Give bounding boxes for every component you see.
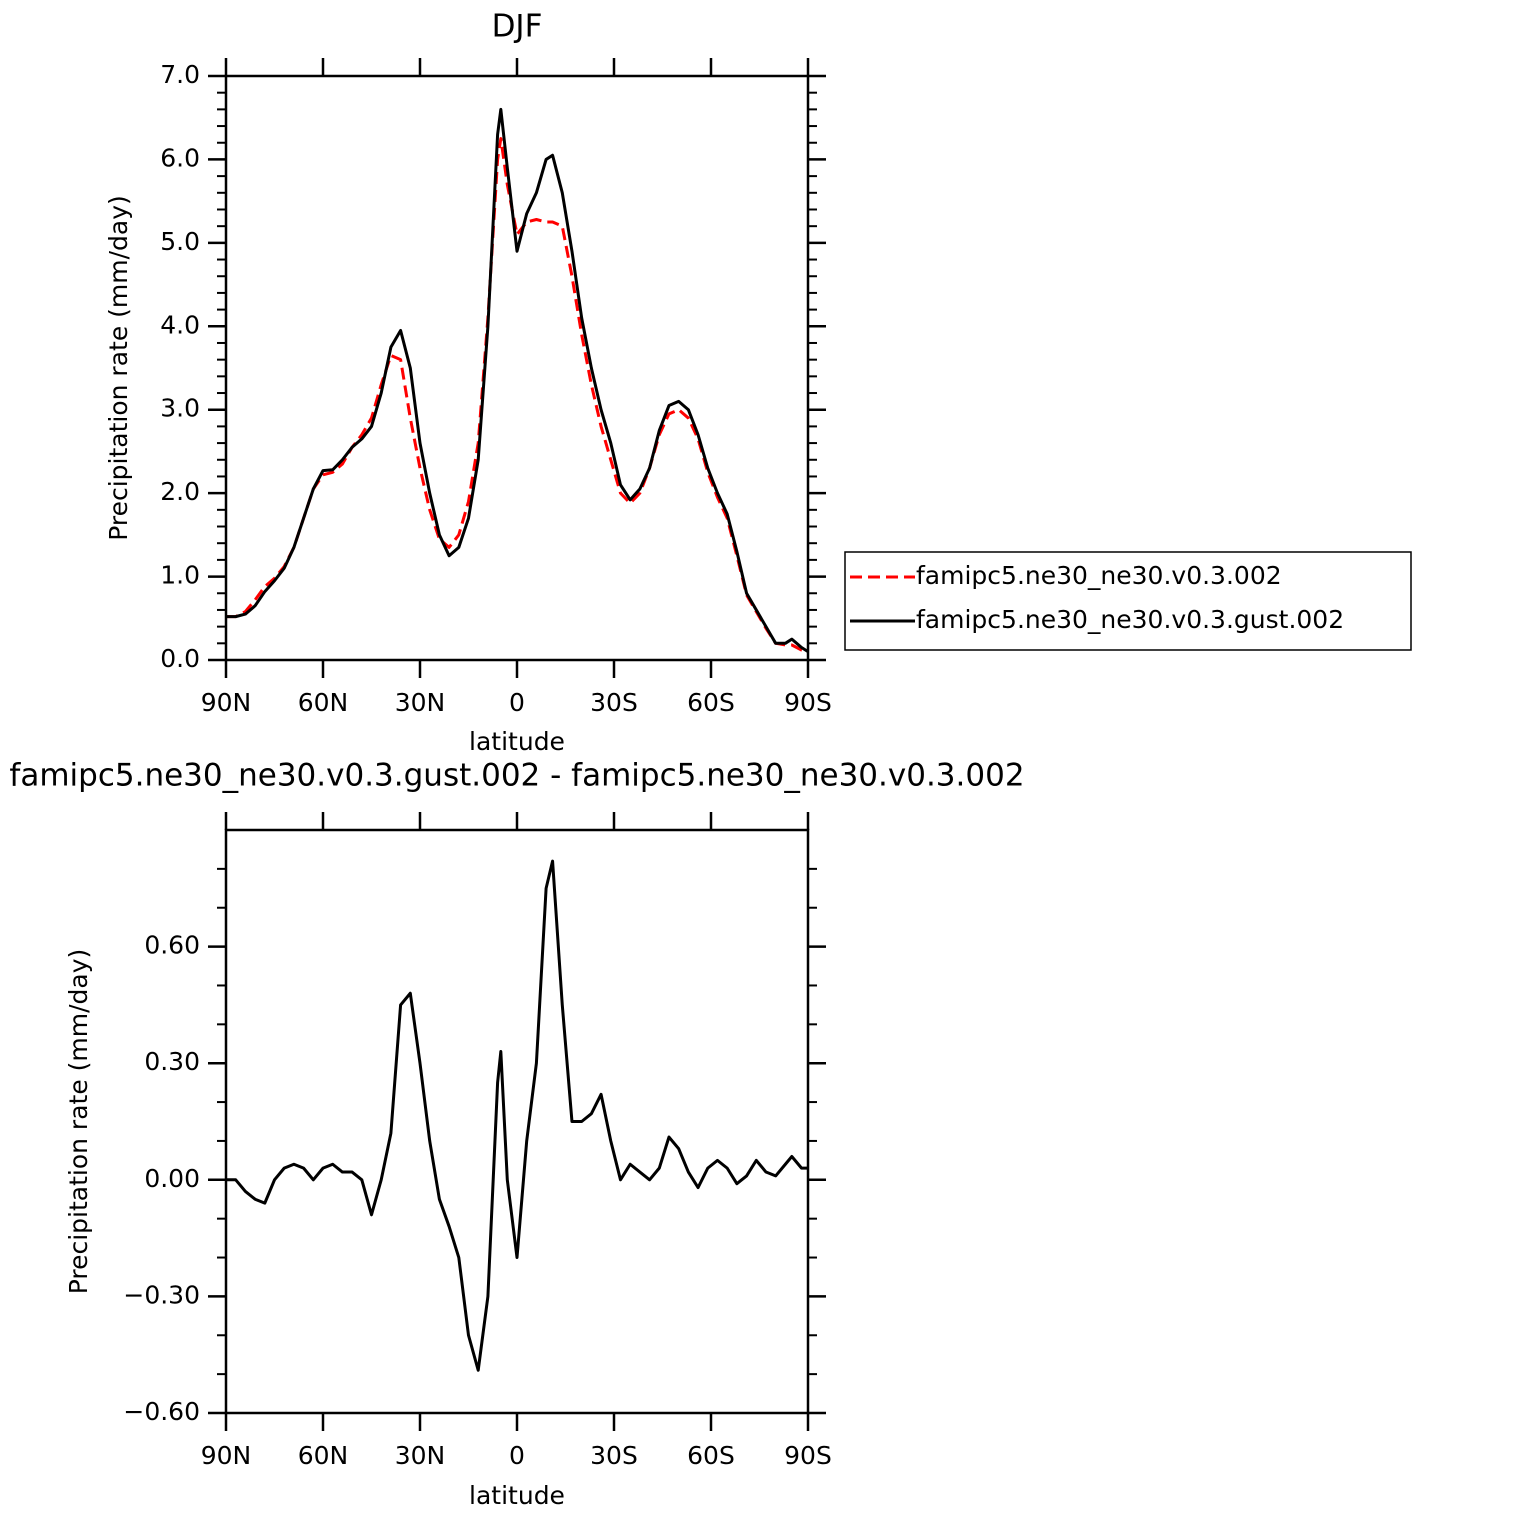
x-tick-label: 60N — [298, 688, 349, 717]
y-tick-label: 3.0 — [160, 394, 200, 423]
x-tick-label: 0 — [509, 1441, 525, 1470]
x-tick-label: 60S — [687, 1441, 735, 1470]
y-tick-label: 0.60 — [144, 931, 200, 960]
x-tick-label: 30S — [590, 688, 638, 717]
x-tick-label: 0 — [509, 688, 525, 717]
y-axis-label: Precipitation rate (mm/day) — [64, 949, 93, 1295]
y-tick-label: −0.60 — [123, 1397, 200, 1426]
x-tick-label: 60N — [298, 1441, 349, 1470]
x-tick-label: 30S — [590, 1441, 638, 1470]
y-tick-label: 7.0 — [160, 60, 200, 89]
x-tick-label: 30N — [395, 1441, 446, 1470]
y-axis-label: Precipitation rate (mm/day) — [104, 195, 133, 541]
y-tick-label: 6.0 — [160, 143, 200, 172]
x-tick-label: 90N — [201, 1441, 252, 1470]
x-tick-label: 90S — [784, 688, 832, 717]
chart-title: famipc5.ne30_ne30.v0.3.gust.002 - famipc… — [9, 758, 1024, 794]
x-axis-label: latitude — [469, 727, 565, 756]
y-tick-label: 4.0 — [160, 310, 200, 339]
legend-label: famipc5.ne30_ne30.v0.3.002 — [916, 561, 1282, 590]
x-tick-label: 90N — [201, 688, 252, 717]
y-tick-label: 5.0 — [160, 227, 200, 256]
legend-box — [844, 551, 1412, 651]
y-tick-label: 2.0 — [160, 477, 200, 506]
y-tick-label: −0.30 — [123, 1280, 200, 1309]
x-tick-label: 30N — [395, 688, 446, 717]
y-tick-label: 0.00 — [144, 1164, 200, 1193]
x-axis-label: latitude — [469, 1481, 565, 1510]
legend-label: famipc5.ne30_ne30.v0.3.gust.002 — [916, 605, 1344, 634]
x-tick-label: 90S — [784, 1441, 832, 1470]
y-tick-label: 1.0 — [160, 561, 200, 590]
y-tick-label: 0.30 — [144, 1047, 200, 1076]
chart-title: DJF — [492, 9, 543, 45]
data-line — [226, 859, 808, 1372]
data-line — [226, 137, 809, 654]
data-line — [226, 107, 809, 653]
plot-frame — [224, 74, 810, 662]
plot-frame — [224, 828, 810, 1415]
y-tick-label: 0.0 — [160, 644, 200, 673]
x-tick-label: 60S — [687, 688, 735, 717]
